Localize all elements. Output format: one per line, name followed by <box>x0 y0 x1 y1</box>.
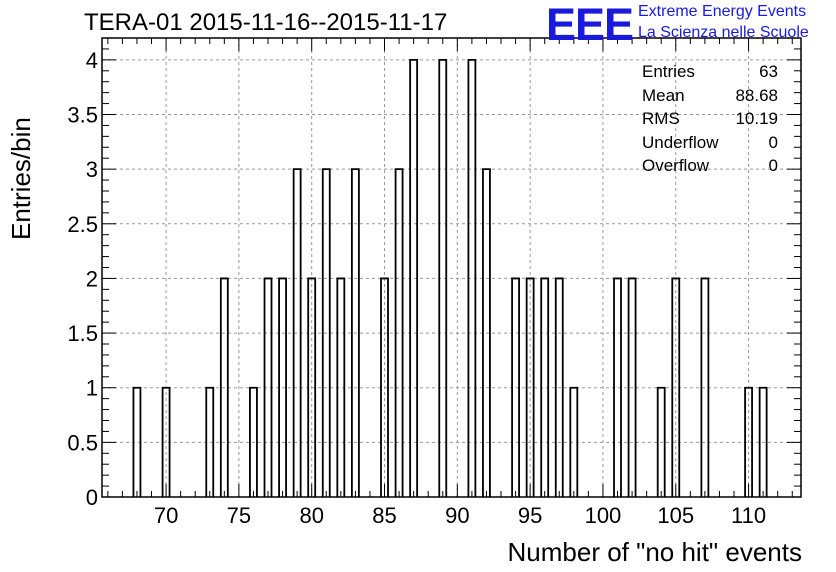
histogram-bin <box>219 277 229 497</box>
stat-mean-label: Mean <box>642 85 685 105</box>
x-tick-label: 80 <box>299 503 323 528</box>
histogram-bin <box>700 277 710 497</box>
stat-mean-value: 88.68 <box>735 85 778 105</box>
histogram-bin <box>744 386 753 497</box>
chart-title: TERA-01 2015-11-16--2015-11-17 <box>84 9 448 36</box>
histogram-bin <box>758 386 768 497</box>
histogram-bin <box>482 168 491 497</box>
histogram-bin <box>438 58 448 497</box>
stat-mean: Mean 88.68 <box>642 84 778 108</box>
stat-underflow: Underflow 0 <box>642 131 778 155</box>
histogram-bin <box>671 277 681 497</box>
x-tick-label: 75 <box>227 503 251 528</box>
y-tick-label: 3 <box>86 157 98 182</box>
histogram-bin <box>569 386 579 497</box>
x-tick-label: 70 <box>154 503 178 528</box>
x-tick-label: 110 <box>731 503 766 528</box>
histogram-bin <box>350 168 360 497</box>
x-tick-label: 100 <box>585 503 622 528</box>
histogram-bin <box>336 277 346 497</box>
x-tick-label: 90 <box>445 503 469 528</box>
stats-box: Entries 63 Mean 88.68 RMS 10.19 Underflo… <box>642 60 778 178</box>
stat-entries-label: Entries <box>642 62 695 81</box>
histogram-bin <box>656 386 666 497</box>
histogram-bin <box>467 58 477 497</box>
histogram-bin <box>249 386 258 497</box>
stat-rms-label: RMS <box>642 109 680 128</box>
x-tick-label: 95 <box>518 503 542 528</box>
stat-underflow-value: 0 <box>768 132 778 152</box>
y-tick-label: 4 <box>86 48 98 73</box>
y-axis-label: Entries/bin <box>6 117 36 240</box>
x-tick-label: 85 <box>372 503 396 528</box>
y-tick-label: 1.5 <box>67 321 98 346</box>
histogram-bin <box>132 386 142 497</box>
histogram-bin <box>307 277 317 497</box>
y-tick-label: 2 <box>86 266 98 291</box>
histogram-bars <box>132 58 768 497</box>
stat-rms-value: 10.19 <box>735 109 778 128</box>
histogram-bin <box>627 277 637 497</box>
logo-line-1: Extreme Energy Events <box>638 3 807 20</box>
histogram-bin <box>554 277 564 497</box>
stat-overflow: Overflow 0 <box>642 154 778 178</box>
stat-entries-value: 63 <box>759 62 778 81</box>
y-axis-ticks: 0 0.5 1 1.5 2 2.5 3 3.5 4 <box>67 37 801 510</box>
stat-overflow-label: Overflow <box>642 156 710 175</box>
x-tick-label: 105 <box>657 503 694 528</box>
histogram-bin <box>278 277 287 497</box>
stat-underflow-label: Underflow <box>642 132 719 152</box>
y-tick-label: 2.5 <box>67 212 98 237</box>
x-axis-label: Number of "no hit" events <box>507 537 803 567</box>
histogram-bin <box>321 168 331 497</box>
histogram-bin <box>263 277 273 497</box>
y-tick-label: 3.5 <box>67 103 98 128</box>
histogram-bin <box>511 277 520 497</box>
stat-overflow-value: 0 <box>768 156 778 175</box>
stat-rms: RMS 10.19 <box>642 107 778 131</box>
histogram-bin <box>380 277 389 497</box>
histogram-bin <box>292 168 302 497</box>
histogram-bin <box>409 58 419 497</box>
histogram-bin <box>525 277 535 497</box>
histogram-bin <box>161 386 171 497</box>
histogram-bin <box>205 386 215 497</box>
eee-logo-mark: EEE <box>546 0 634 50</box>
stat-entries: Entries 63 <box>642 60 778 84</box>
y-tick-label: 0 <box>86 485 98 510</box>
grid-lines <box>102 38 801 498</box>
histogram-bin <box>540 277 550 497</box>
histogram-bin <box>613 277 622 497</box>
x-axis-ticks: 70 75 80 85 90 95 100 105 110 <box>107 38 793 528</box>
y-tick-label: 0.5 <box>67 430 98 455</box>
y-tick-label: 1 <box>86 376 98 401</box>
histogram-bin <box>394 168 404 497</box>
logo-line-2: La Scienza nelle Scuole <box>638 24 809 41</box>
